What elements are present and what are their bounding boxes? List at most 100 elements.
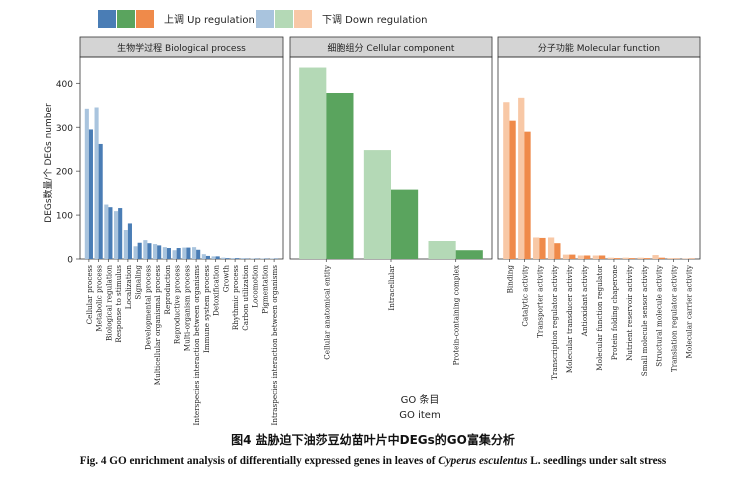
go-enrichment-chart: 上调 Up regulation 下调 Down regulation DEGs… (42, 10, 701, 426)
x-tick-label: Metabolic process (95, 265, 104, 332)
bar-down (201, 254, 206, 259)
facet-cellular-component: 细胞组分 Cellular component Cellular anatomic… (289, 36, 493, 365)
legend-up-swatch-cc (117, 10, 135, 28)
bar-down (547, 237, 555, 259)
x-tick-label: Cellular anatomical entity (322, 264, 331, 360)
figure-caption-en: Fig. 4 GO enrichment analysis of differe… (0, 455, 746, 467)
bar-up (554, 243, 561, 259)
y-tick-label: 400 (56, 80, 73, 90)
x-tick-label: Developmental process (143, 265, 152, 350)
x-tick-label: Molecular transducer activity (565, 264, 574, 373)
y-tick-label: 200 (56, 168, 73, 178)
bar-up (599, 255, 606, 259)
x-tick-label: Biological regulation (104, 265, 113, 341)
x-tick-label: Transporter activity (535, 264, 544, 338)
legend-up-label: 上调 Up regulation (164, 14, 255, 26)
bar-up (658, 257, 665, 259)
bar-down (153, 244, 158, 259)
x-tick-label: Detoxification (212, 265, 221, 316)
bar-up (613, 258, 621, 259)
y-axis: 0 100 200 300 400 (56, 80, 80, 266)
x-tick-label: Molecular function regulator (595, 264, 604, 370)
bar-up (166, 248, 171, 259)
y-tick-label: 300 (56, 124, 73, 134)
bar-up (118, 208, 123, 259)
x-axis-label-cn: GO 条目 (401, 393, 440, 406)
x-tick-label: Signaling (134, 265, 143, 300)
legend-down-label: 下调 Down regulation (322, 14, 427, 26)
legend-up-swatch-mf (136, 10, 154, 28)
x-tick-label: Immune system process (202, 265, 211, 353)
bar-up (391, 189, 419, 259)
bar-down (114, 211, 119, 259)
bar-up (509, 120, 516, 259)
bar-up (205, 255, 210, 259)
x-tick-label: Localization (124, 265, 133, 310)
facet-biological-process: 生物学过程 Biological process Cellular process… (79, 36, 284, 426)
x-tick-label: Binding (505, 265, 514, 294)
y-axis-label: DEGs数量/个 DEGs number (42, 103, 54, 223)
x-tick-label: Antioxidant activity (580, 264, 589, 337)
legend: 上调 Up regulation 下调 Down regulation (98, 10, 427, 28)
bar-up (108, 207, 113, 259)
facet-title: 细胞组分 Cellular component (328, 42, 455, 54)
x-tick-label: Protein-containing complex (452, 265, 461, 365)
bar-down (94, 107, 99, 259)
bar-up (628, 258, 636, 259)
caption-en-prefix: Fig. 4 GO enrichment analysis of differe… (79, 455, 439, 467)
bar-up (235, 258, 240, 259)
y-tick-label: 0 (67, 256, 73, 266)
bar-up (88, 129, 93, 259)
bar-down (182, 247, 187, 259)
bar-up (524, 131, 531, 259)
x-tick-label: Rhythmic process (231, 265, 240, 330)
bar-up (196, 249, 201, 259)
bar-down (637, 257, 644, 259)
x-tick-label: Small molecule sensor activity (640, 264, 649, 376)
bar-down (299, 67, 327, 260)
y-tick-label: 100 (56, 212, 73, 222)
x-tick-label: Intraspecies interaction between organis… (270, 265, 279, 426)
legend-up-swatch-bp (98, 10, 116, 28)
bar-up (215, 256, 220, 259)
x-tick-label: Carbon utilization (241, 265, 250, 331)
bar-down (622, 257, 629, 259)
legend-down-swatch-bp (256, 10, 274, 28)
bar-down (221, 257, 226, 259)
bar-down (133, 246, 138, 259)
bar-down (84, 108, 89, 260)
legend-down-swatch-cc (275, 10, 293, 28)
x-tick-label: Interspecies interaction between organis… (192, 265, 201, 426)
x-tick-label: Reproductive process (173, 265, 182, 344)
bar-up (225, 258, 230, 259)
legend-down-swatch-mf (294, 10, 312, 28)
x-tick-label: Translation regulator activity (670, 264, 679, 372)
caption-en-suffix: L. seedlings under salt stress (527, 455, 667, 467)
bar-up (127, 223, 132, 259)
x-tick-label: Molecular carrier activity (685, 264, 694, 358)
bar-down (607, 257, 614, 259)
x-tick-label: Locomotion (251, 265, 260, 308)
bar-down (428, 240, 456, 259)
x-tick-label: Reproduction (163, 265, 172, 315)
bar-down (123, 230, 128, 259)
figure-caption-cn: 图4 盐胁迫下油莎豆幼苗叶片中DEGs的GO富集分析 (231, 433, 515, 447)
x-tick-label: Nutrient reservoir activity (625, 264, 634, 361)
bar-up (643, 258, 651, 259)
x-tick-label: Catalytic activity (520, 264, 529, 327)
bar-down (577, 255, 585, 259)
bar-up (176, 248, 181, 259)
x-axis-label-en: GO item (399, 410, 440, 421)
x-tick-label: Response to stimulus (114, 265, 123, 343)
bar-down (667, 258, 674, 259)
bar-up (569, 254, 576, 259)
bar-down (143, 240, 148, 259)
bar-down (592, 255, 599, 259)
facet-panel (79, 56, 284, 260)
bar-up (584, 255, 591, 259)
facet-title: 分子功能 Molecular function (538, 42, 660, 54)
bar-down (533, 237, 540, 259)
x-tick-label: Structural molecule activity (655, 264, 664, 367)
x-tick-label: Pigmentation (260, 265, 269, 314)
bar-down (240, 258, 245, 259)
